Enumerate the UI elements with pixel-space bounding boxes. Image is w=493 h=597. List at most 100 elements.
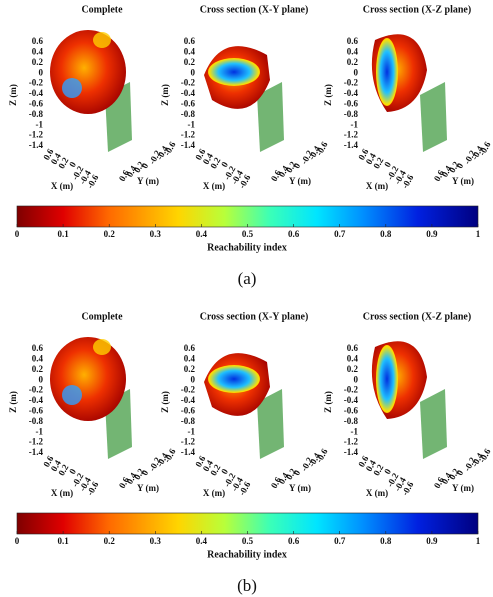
workspace-inner: [208, 58, 260, 86]
z-tick-label: 0: [39, 67, 44, 77]
x-axis-label: X (m): [366, 488, 388, 498]
z-tick-label: 0.4: [32, 46, 44, 56]
colorbar-tick-label: 0.5: [242, 229, 254, 239]
workspace-spot: [62, 78, 82, 98]
x-axis-label: X (m): [51, 181, 73, 191]
z-tick-label: 0.4: [347, 353, 359, 363]
colorbar: [16, 512, 479, 535]
panel-caption: (b): [237, 576, 257, 595]
y-tick-label: 0: [139, 468, 150, 477]
colorbar-tick-label: 0.2: [104, 229, 116, 239]
z-tick-label: 0: [191, 374, 196, 384]
z-tick-label: -0.8: [29, 416, 44, 426]
colorbar-tick-label: 0.7: [334, 229, 346, 239]
z-tick-label: 0: [39, 374, 44, 384]
colorbar-tick-label: 0.2: [104, 536, 116, 546]
colorbar-tick-label: 0.3: [150, 229, 162, 239]
z-tick-label: -1.2: [181, 437, 196, 447]
y-tick-label: 0: [139, 161, 150, 170]
z-tick-label: -0.4: [29, 88, 44, 98]
z-tick-label: -0.4: [344, 395, 359, 405]
y-axis-label: Y (m): [137, 483, 159, 493]
robot-base: [257, 82, 284, 152]
z-tick-label: -0.2: [181, 78, 196, 88]
z-tick-label: -1.4: [181, 140, 196, 150]
x-tick-label: 0: [67, 466, 78, 475]
colorbar-tick-label: 0.9: [426, 536, 438, 546]
workspace-spot: [93, 339, 111, 355]
y-axis-label: Y (m): [452, 176, 474, 186]
z-tick-label: -1.4: [181, 447, 196, 457]
colorbar-label: Reachability index: [207, 242, 287, 253]
plot-title: Complete: [81, 4, 123, 15]
z-tick-label: 0.2: [184, 364, 196, 374]
z-tick-label: 0.2: [347, 57, 359, 67]
z-tick-label: -0.6: [344, 98, 359, 108]
z-tick-label: -1: [36, 119, 44, 129]
z-tick-label: 0.4: [347, 46, 359, 56]
workspace-inner: [376, 38, 398, 106]
z-tick-label: -1.4: [29, 447, 44, 457]
z-tick-label: 0.6: [32, 343, 44, 353]
y-tick-label: -0.6: [162, 139, 178, 157]
z-tick-label: -0.4: [181, 395, 196, 405]
z-tick-label: -0.8: [181, 109, 196, 119]
colorbar-tick-label: 0.8: [380, 229, 392, 239]
colorbar-tick-label: 0.8: [380, 536, 392, 546]
plot-title: Complete: [81, 311, 123, 322]
z-tick-label: -0.8: [29, 109, 44, 119]
y-tick-label: -0.6: [477, 446, 493, 464]
x-tick-label: 0: [67, 159, 78, 168]
z-tick-label: 0.2: [184, 57, 196, 67]
z-tick-label: 0: [191, 67, 196, 77]
z-tick-label: -0.8: [344, 109, 359, 119]
colorbar-tick-label: 0: [15, 536, 20, 546]
x-tick-label: 0: [219, 159, 230, 168]
z-axis-label: Z (m): [323, 391, 333, 413]
z-tick-label: -1.2: [29, 130, 44, 140]
z-tick-label: -1: [188, 119, 196, 129]
colorbar-tick-label: 0.6: [288, 229, 300, 239]
z-tick-label: -0.4: [181, 88, 196, 98]
robot-base: [257, 389, 284, 459]
colorbar-tick-label: 1: [476, 536, 481, 546]
z-tick-label: 0.6: [184, 343, 196, 353]
colorbar-tick-label: 1: [476, 229, 481, 239]
plot-title: Cross section (X-Y plane): [200, 4, 309, 15]
plot-title: Cross section (X-Z plane): [363, 4, 471, 15]
z-tick-label: 0.2: [32, 57, 44, 67]
z-tick-label: 0.6: [184, 36, 196, 46]
workspace-inner: [376, 345, 398, 413]
colorbar-tick-label: 0.1: [57, 536, 69, 546]
z-tick-label: -0.6: [344, 405, 359, 415]
z-tick-label: 0: [354, 67, 359, 77]
z-tick-label: 0.6: [347, 343, 359, 353]
z-tick-label: -1: [351, 119, 359, 129]
y-axis-label: Y (m): [289, 483, 311, 493]
z-tick-label: -0.2: [29, 385, 44, 395]
z-axis-label: Z (m): [160, 391, 170, 413]
panel-caption: (a): [238, 269, 257, 288]
z-tick-label: -1.4: [344, 447, 359, 457]
z-tick-label: 0.2: [32, 364, 44, 374]
z-tick-label: -1.2: [181, 130, 196, 140]
x-axis-label: X (m): [203, 181, 225, 191]
colorbar-tick-label: 0.9: [426, 229, 438, 239]
z-axis-label: Z (m): [8, 391, 18, 413]
z-tick-label: -1.2: [344, 130, 359, 140]
z-tick-label: -0.2: [29, 78, 44, 88]
colorbar-tick-label: 0.7: [334, 536, 346, 546]
colorbar-tick-label: 0.6: [288, 536, 300, 546]
workspace-spot: [93, 32, 111, 48]
z-tick-label: -1: [188, 426, 196, 436]
z-tick-label: -1.4: [29, 140, 44, 150]
workspace: [50, 30, 126, 114]
z-tick-label: -0.4: [29, 395, 44, 405]
z-tick-label: -0.4: [344, 88, 359, 98]
z-tick-label: -1: [351, 426, 359, 436]
y-tick-label: -0.6: [477, 139, 493, 157]
plot-title: Cross section (X-Y plane): [200, 311, 309, 322]
y-axis-label: Y (m): [137, 176, 159, 186]
z-tick-label: 0.4: [184, 353, 196, 363]
y-tick-label: -0.6: [314, 139, 330, 157]
